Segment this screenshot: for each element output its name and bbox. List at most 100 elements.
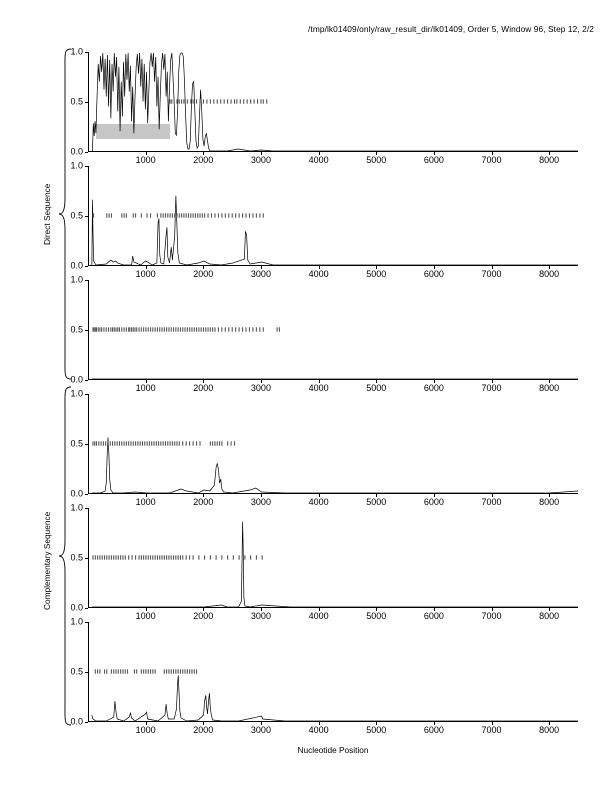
y-tick-label: 0.5 — [70, 210, 83, 221]
x-tick-mark — [318, 266, 320, 269]
x-tick-mark — [203, 152, 205, 155]
x-tick-label: 1000 — [135, 269, 156, 279]
x-tick-label: 1000 — [135, 725, 156, 735]
subplot-6: 0.0 0.5 1.0 1000 2000 3000 4000 5000 6000 7000 800… — [70, 617, 578, 735]
y-tick-label: 0.5 — [70, 552, 83, 563]
x-tick-mark — [318, 722, 320, 725]
x-tick-label: 6000 — [423, 383, 444, 393]
y-tick-mark — [85, 152, 88, 153]
y-tick-mark — [85, 380, 88, 381]
y-tick-label: 0.0 — [70, 602, 83, 613]
x-tick-mark — [203, 494, 205, 497]
orf-marker-row — [92, 555, 263, 560]
x-tick-label: 6000 — [423, 269, 444, 279]
y-tick-mark — [85, 444, 88, 445]
subplot-1: 0.0 0.5 1.0 1000 2000 3000 4000 5000 6000 7000 800… — [70, 47, 578, 165]
x-tick-label: 8000 — [539, 155, 560, 165]
x-tick-label: 6000 — [423, 725, 444, 735]
y-tick-mark — [85, 216, 88, 217]
x-tick-mark — [318, 380, 320, 383]
y-tick-mark — [85, 494, 88, 495]
subplot-2: 0.0 0.5 1.0 1000 2000 3000 4000 5000 6000 7000 800… — [70, 161, 578, 279]
x-tick-mark — [549, 722, 551, 725]
x-tick-mark — [549, 608, 551, 611]
y-tick-label: 1.0 — [70, 502, 83, 513]
x-tick-label: 7000 — [481, 383, 502, 393]
x-tick-label: 2000 — [193, 383, 214, 393]
x-tick-mark — [549, 380, 551, 383]
y-tick-label: 1.0 — [70, 616, 83, 627]
group-brace-direct — [58, 48, 72, 380]
x-tick-label: 2000 — [193, 269, 214, 279]
x-tick-mark — [318, 494, 320, 497]
x-tick-mark — [145, 380, 147, 383]
y-tick-label: 1.0 — [70, 46, 83, 57]
x-tick-label: 7000 — [481, 155, 502, 165]
x-tick-mark — [433, 722, 435, 725]
y-tick-label: 0.0 — [70, 260, 83, 271]
x-tick-mark — [376, 722, 378, 725]
x-tick-label: 7000 — [481, 497, 502, 507]
signal-trace — [92, 196, 578, 265]
x-tick-mark — [433, 152, 435, 155]
orf-marker-row — [94, 669, 198, 674]
x-tick-label: 4000 — [308, 383, 329, 393]
x-tick-mark — [491, 494, 493, 497]
x-tick-label: 3000 — [250, 725, 271, 735]
x-tick-label: 1000 — [135, 383, 156, 393]
y-tick-label: 1.0 — [70, 160, 83, 171]
subplot-1-plot-area — [88, 52, 578, 152]
x-tick-label: 8000 — [539, 269, 560, 279]
signal-trace — [92, 53, 578, 151]
x-tick-label: 7000 — [481, 725, 502, 735]
x-tick-label: 3000 — [250, 383, 271, 393]
highlight-band — [95, 124, 170, 139]
y-tick-mark — [85, 166, 88, 167]
x-tick-mark — [376, 608, 378, 611]
y-tick-label: 0.5 — [70, 96, 83, 107]
y-tick-mark — [85, 52, 88, 53]
subplot-4: 0.0 0.5 1.0 1000 2000 3000 4000 5000 6000 7000 800… — [70, 389, 578, 507]
x-tick-label: 1000 — [135, 497, 156, 507]
x-tick-label: 4000 — [308, 497, 329, 507]
x-tick-mark — [260, 722, 262, 725]
orf-marker-row — [92, 327, 280, 332]
x-tick-mark — [318, 152, 320, 155]
y-tick-label: 0.0 — [70, 716, 83, 727]
y-tick-label: 0.5 — [70, 324, 83, 335]
x-tick-mark — [491, 380, 493, 383]
figure-title: /tmp/lk01409/only/raw_result_dir/lk01409… — [308, 24, 594, 34]
x-tick-label: 3000 — [250, 497, 271, 507]
x-tick-label: 2000 — [193, 611, 214, 621]
x-tick-label: 5000 — [366, 725, 387, 735]
y-tick-mark — [85, 622, 88, 623]
x-tick-mark — [145, 494, 147, 497]
x-tick-label: 7000 — [481, 611, 502, 621]
y-tick-mark — [85, 608, 88, 609]
subplot-3: 0.0 0.5 1.0 1000 2000 3000 4000 5000 6000 7000 800… — [70, 275, 578, 393]
x-tick-label: 1000 — [135, 155, 156, 165]
subplot-2-plot-area — [88, 166, 578, 266]
x-tick-mark — [433, 380, 435, 383]
y-tick-mark — [85, 672, 88, 673]
x-tick-label: 6000 — [423, 497, 444, 507]
x-tick-label: 5000 — [366, 611, 387, 621]
x-tick-mark — [260, 494, 262, 497]
x-tick-label: 2000 — [193, 725, 214, 735]
y-tick-mark — [85, 394, 88, 395]
x-tick-mark — [145, 722, 147, 725]
x-tick-label: 6000 — [423, 611, 444, 621]
x-axis-label: Nucleotide Position — [297, 745, 369, 755]
x-tick-mark — [549, 152, 551, 155]
x-tick-label: 4000 — [308, 725, 329, 735]
x-tick-label: 1000 — [135, 611, 156, 621]
y-tick-label: 0.5 — [70, 438, 83, 449]
subplot-4-plot-area — [88, 394, 578, 494]
x-tick-mark — [260, 266, 262, 269]
x-tick-label: 5000 — [366, 155, 387, 165]
x-tick-mark — [260, 152, 262, 155]
x-tick-mark — [203, 380, 205, 383]
x-tick-mark — [376, 380, 378, 383]
x-tick-label: 3000 — [250, 611, 271, 621]
